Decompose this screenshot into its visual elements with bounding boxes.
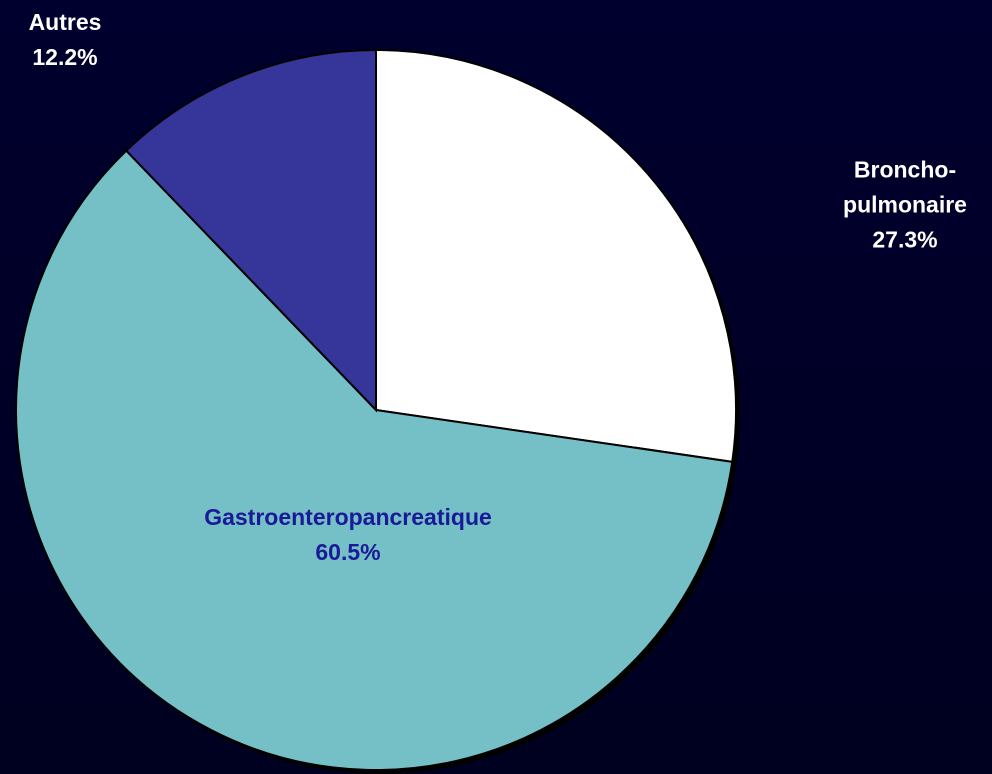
slice-label: Gastroenteropancreatique 60.5% [148, 500, 548, 570]
slice-label: Autres 12.2% [5, 5, 125, 75]
category-label: Autres [28, 9, 102, 35]
value-label: 12.2% [32, 44, 98, 70]
value-label: 27.3% [872, 226, 938, 253]
category-label: Gastroenteropancreatique [204, 504, 492, 530]
pie-slice [375, 48, 737, 463]
pie-slice [15, 149, 734, 771]
category-label: Broncho-pulmonaire [843, 156, 967, 218]
value-label: 60.5% [315, 539, 381, 565]
pie-slice [124, 48, 377, 413]
slice-label: Broncho-pulmonaire 27.3% [835, 153, 975, 258]
